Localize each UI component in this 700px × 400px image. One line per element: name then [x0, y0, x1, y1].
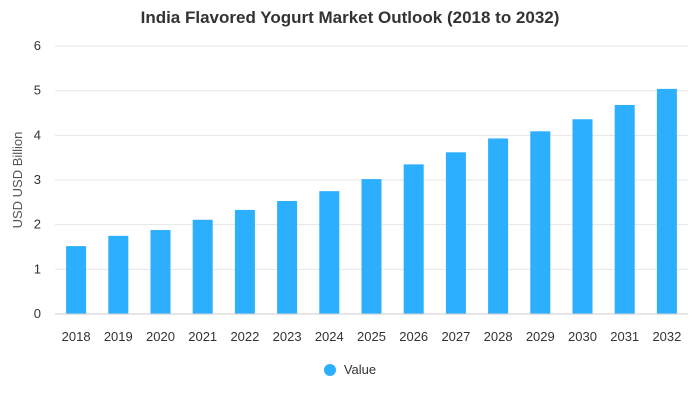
x-tick-label: 2026 — [399, 329, 428, 344]
x-tick-label: 2019 — [104, 329, 133, 344]
x-tick-label: 2025 — [357, 329, 386, 344]
bar-2019[interactable] — [108, 235, 129, 314]
y-tick-label: 1 — [34, 261, 41, 276]
x-tick-label: 2021 — [188, 329, 217, 344]
bars — [66, 88, 677, 315]
y-tick-label: 2 — [34, 217, 41, 232]
legend-marker-icon — [323, 363, 336, 376]
bar-2022[interactable] — [234, 209, 255, 314]
x-tick-label: 2027 — [441, 329, 470, 344]
bar-2021[interactable] — [192, 219, 213, 314]
y-axis-label: USD USD Billion — [10, 132, 25, 229]
bar-2026[interactable] — [403, 164, 424, 314]
y-tick-labels: 0 1 2 3 4 5 6 — [34, 38, 41, 321]
y-tick-label: 6 — [34, 38, 41, 53]
legend[interactable]: Value — [0, 362, 700, 377]
bar-2027[interactable] — [445, 152, 466, 314]
x-tick-label: 2022 — [230, 329, 259, 344]
x-tick-label: 2029 — [526, 329, 555, 344]
bar-2029[interactable] — [530, 131, 551, 314]
x-tick-label: 2018 — [62, 329, 91, 344]
legend-label: Value — [343, 362, 377, 377]
bar-2023[interactable] — [277, 200, 298, 314]
chart-title: India Flavored Yogurt Market Outlook (20… — [140, 8, 560, 27]
x-tick-label: 2032 — [652, 329, 681, 344]
x-tick-label: 2020 — [146, 329, 175, 344]
bar-2020[interactable] — [150, 230, 171, 314]
x-tick-labels: 2018 2019 2020 2021 2022 2023 2024 2025 2026 2027… — [62, 329, 682, 344]
y-tick-label: 5 — [34, 83, 41, 98]
bar-2018[interactable] — [66, 246, 87, 314]
y-tick-label: 3 — [34, 172, 41, 187]
bar-2024[interactable] — [319, 191, 340, 314]
x-tick-label: 2024 — [315, 329, 344, 344]
bar-2025[interactable] — [361, 179, 382, 314]
y-tick-label: 4 — [34, 127, 41, 142]
x-tick-label: 2031 — [610, 329, 639, 344]
bar-2030[interactable] — [572, 119, 593, 315]
bar-2032[interactable] — [656, 88, 677, 314]
x-tick-label: 2028 — [484, 329, 513, 344]
x-tick-label: 2023 — [273, 329, 302, 344]
y-tick-label: 0 — [34, 306, 41, 321]
x-tick-label: 2030 — [568, 329, 597, 344]
bar-2031[interactable] — [614, 104, 635, 315]
bar-chart: 0 1 2 3 4 5 6 2018 2019 2020 2021 2022 2023 2024 2025… — [10, 38, 688, 344]
bar-2028[interactable] — [488, 138, 509, 314]
